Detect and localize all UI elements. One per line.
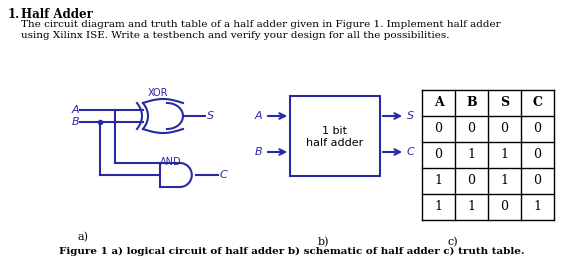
Text: half adder: half adder: [307, 138, 364, 148]
Text: A: A: [433, 97, 443, 110]
Text: 0: 0: [467, 123, 476, 135]
Text: 0: 0: [467, 175, 476, 188]
Text: 0: 0: [534, 123, 542, 135]
Text: 1: 1: [501, 148, 508, 162]
Text: 0: 0: [534, 148, 542, 162]
Text: 1 bit: 1 bit: [322, 126, 347, 136]
Text: B: B: [72, 117, 80, 127]
Text: Half Adder: Half Adder: [21, 8, 93, 21]
Text: AND: AND: [160, 157, 181, 167]
Text: using Xilinx ISE. Write a testbench and verify your design for all the possibili: using Xilinx ISE. Write a testbench and …: [21, 31, 449, 40]
Bar: [290, 96, 380, 176]
Text: B: B: [254, 147, 262, 157]
Text: C: C: [220, 170, 228, 180]
Text: Figure 1 a) logical circuit of half adder b) schematic of half adder c) truth ta: Figure 1 a) logical circuit of half adde…: [59, 247, 525, 256]
Text: C: C: [532, 97, 542, 110]
Text: S: S: [407, 111, 414, 121]
Text: C: C: [407, 147, 415, 157]
Text: S: S: [207, 111, 214, 121]
Text: 0: 0: [501, 200, 508, 213]
Text: a): a): [77, 232, 88, 242]
Text: 1.: 1.: [8, 8, 20, 21]
Text: 0: 0: [501, 123, 508, 135]
Text: 0: 0: [534, 175, 542, 188]
Text: 1: 1: [467, 148, 476, 162]
Text: 1: 1: [435, 200, 442, 213]
Text: XOR: XOR: [148, 88, 168, 98]
Text: 1: 1: [534, 200, 542, 213]
Text: 1: 1: [501, 175, 508, 188]
Text: S: S: [500, 97, 509, 110]
Text: c): c): [448, 237, 459, 247]
Text: A: A: [254, 111, 262, 121]
Text: 1: 1: [467, 200, 476, 213]
Text: The circuit diagram and truth table of a half adder given in Figure 1. Implement: The circuit diagram and truth table of a…: [21, 20, 501, 29]
Text: A: A: [72, 105, 80, 115]
Text: 0: 0: [435, 148, 442, 162]
Text: 1: 1: [435, 175, 442, 188]
Text: B: B: [466, 97, 477, 110]
Text: 0: 0: [435, 123, 442, 135]
Text: b): b): [318, 237, 329, 247]
